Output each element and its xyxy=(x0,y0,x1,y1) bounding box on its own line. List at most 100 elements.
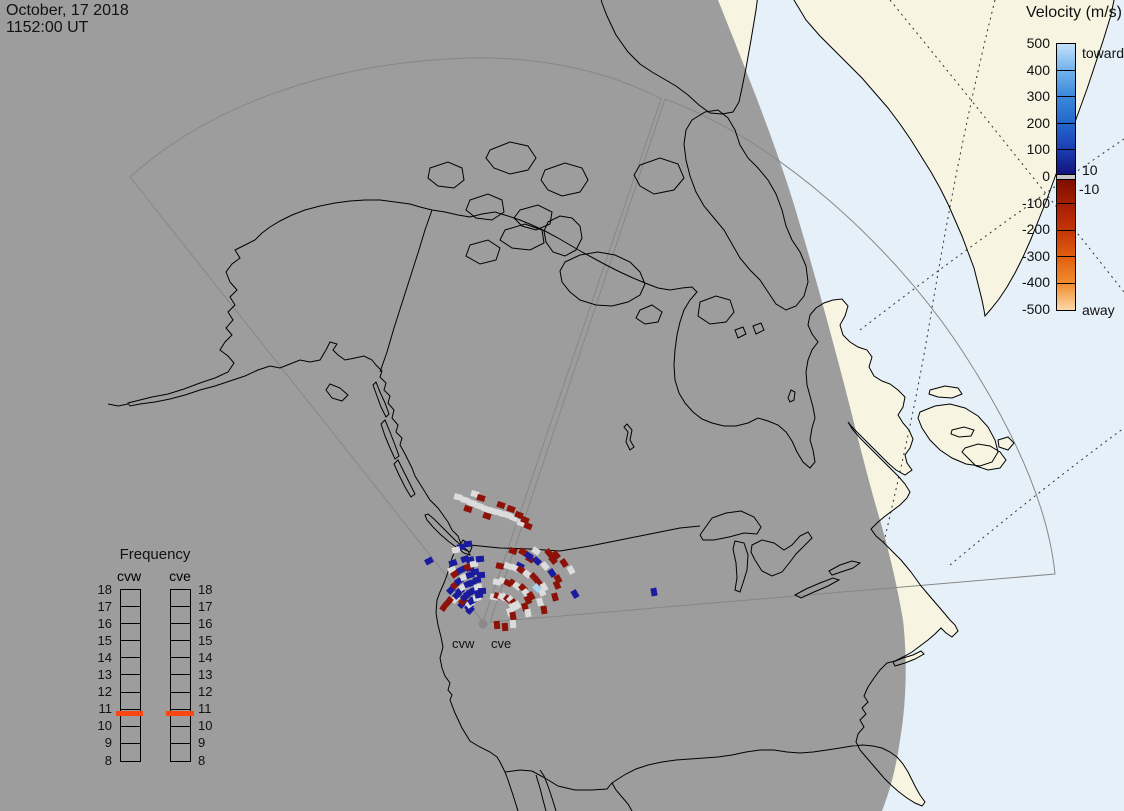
velocity-cell xyxy=(553,574,563,584)
velocity-tick-label: -500 xyxy=(1021,301,1050,317)
frequency-tick-label-right: 18 xyxy=(198,581,213,597)
radar-fov-outlines xyxy=(129,57,1056,624)
frequency-tick-label-right: 9 xyxy=(198,735,206,751)
frequency-tick-label-left: 18 xyxy=(97,581,112,597)
frequency-bar-segment xyxy=(121,607,140,625)
velocity-tick-label: 500 xyxy=(1026,35,1050,51)
velocity-cell xyxy=(548,555,558,565)
velocity-cell xyxy=(508,602,518,612)
velocity-colorbar-segment xyxy=(1057,70,1075,98)
velocity-cell xyxy=(476,571,486,579)
frequency-bar-segment xyxy=(171,744,190,761)
velocity-tick-label: -100 xyxy=(1021,194,1050,211)
velocity-cell xyxy=(509,611,517,621)
frequency-bar-segment xyxy=(121,727,140,744)
velocity-away-label: away xyxy=(1082,302,1115,318)
frequency-tick-label-left: 11 xyxy=(98,701,113,717)
date-label: October, 17 2018 xyxy=(6,2,129,19)
velocity-tick-label: -200 xyxy=(1021,221,1050,238)
magnetic-graticule xyxy=(859,0,1124,566)
frequency-bar-segment xyxy=(121,590,140,608)
velocity-colorbar xyxy=(1056,43,1076,312)
velocity-cell xyxy=(539,582,549,592)
frequency-tick-label-right: 14 xyxy=(198,649,213,665)
frequency-tick-label-right: 16 xyxy=(198,615,213,631)
velocity-inner-tick-top: 10 xyxy=(1082,162,1098,178)
fov-cve-outline xyxy=(489,98,1056,623)
frequency-cvw-label: cvw xyxy=(116,568,142,584)
frequency-marker-cve xyxy=(166,711,194,716)
velocity-colorbar-segment xyxy=(1057,230,1075,258)
frequency-bar-cvw xyxy=(120,589,141,762)
frequency-tick-label-left: 10 xyxy=(97,718,112,734)
velocity-legend-title: Velocity (m/s) xyxy=(1025,4,1122,21)
velocity-tick-label: 400 xyxy=(1026,61,1050,78)
velocity-cell xyxy=(531,546,541,556)
fov-cvw-outline xyxy=(129,57,662,624)
velocity-cell xyxy=(495,562,505,570)
velocity-cell xyxy=(463,540,473,548)
velocity-cell xyxy=(544,548,554,558)
radar-site-dot xyxy=(478,619,488,629)
velocity-cell xyxy=(493,620,501,630)
velocity-toward-label: toward xyxy=(1082,45,1124,61)
frequency-bar-segment xyxy=(171,641,190,659)
velocity-cell xyxy=(467,498,477,508)
velocity-cell xyxy=(559,558,569,568)
velocity-cell xyxy=(529,572,539,582)
velocity-cell xyxy=(540,561,550,571)
velocity-cell xyxy=(453,493,463,501)
frequency-tick-label-right: 15 xyxy=(198,632,213,648)
frequency-tick-label-left: 12 xyxy=(97,684,112,700)
velocity-colorbar-segment xyxy=(1057,44,1075,71)
frequency-bar-segment xyxy=(121,675,140,693)
velocity-colorbar-segment xyxy=(1057,97,1075,124)
frequency-bar-segment xyxy=(171,710,190,727)
velocity-cell xyxy=(532,556,542,566)
velocity-cell xyxy=(552,580,562,590)
velocity-cell xyxy=(501,622,509,632)
frequency-bar-segment xyxy=(171,658,190,676)
frequency-tick-label-right: 8 xyxy=(198,752,206,768)
velocity-cell xyxy=(512,600,522,610)
frequency-tick-label-left: 8 xyxy=(104,752,112,768)
velocity-cell xyxy=(469,560,479,568)
interior-lakes xyxy=(623,389,796,451)
graticule-parallel-1 xyxy=(859,138,1124,331)
velocity-cell xyxy=(532,583,542,593)
velocity-cell xyxy=(551,550,561,560)
frequency-tick-label-left: 9 xyxy=(104,735,112,751)
velocity-colorbar-segment xyxy=(1057,174,1075,180)
frequency-bar-segment xyxy=(121,658,140,676)
velocity-cell xyxy=(502,510,512,520)
frequency-bar-segment xyxy=(171,727,190,744)
velocity-cell xyxy=(495,508,505,518)
graticule-meridian-1 xyxy=(883,0,996,543)
frequency-tick-label-left: 15 xyxy=(97,632,112,648)
velocity-cell xyxy=(488,506,498,516)
frequency-bar-segment xyxy=(171,590,190,608)
great-lakes-outline xyxy=(699,510,862,599)
frequency-tick-label-right: 12 xyxy=(198,684,213,700)
velocity-cell xyxy=(470,490,480,498)
velocity-inner-tick-bottom: -10 xyxy=(1079,181,1100,197)
velocity-tick-label: -400 xyxy=(1021,274,1050,291)
velocity-cell xyxy=(476,494,486,502)
velocity-cell xyxy=(424,556,434,566)
frequency-bar-segment xyxy=(171,607,190,625)
velocity-cell xyxy=(482,511,492,521)
frequency-tick-label-left: 13 xyxy=(97,667,112,682)
velocity-cell xyxy=(523,521,533,531)
velocity-cell xyxy=(514,510,524,520)
map-radar-label-cvw: cvw xyxy=(452,636,475,651)
velocity-colorbar-segment xyxy=(1057,123,1075,151)
velocity-cell xyxy=(439,602,449,612)
frequency-tick-label-right: 13 xyxy=(198,667,213,682)
us-mexico-border xyxy=(504,769,614,791)
frequency-tick-label-left: 16 xyxy=(97,615,112,631)
frequency-bar-cve xyxy=(170,589,191,762)
frequency-tick-label-left: 14 xyxy=(97,649,112,665)
velocity-cell xyxy=(503,561,513,571)
frequency-bar-segment xyxy=(171,624,190,642)
